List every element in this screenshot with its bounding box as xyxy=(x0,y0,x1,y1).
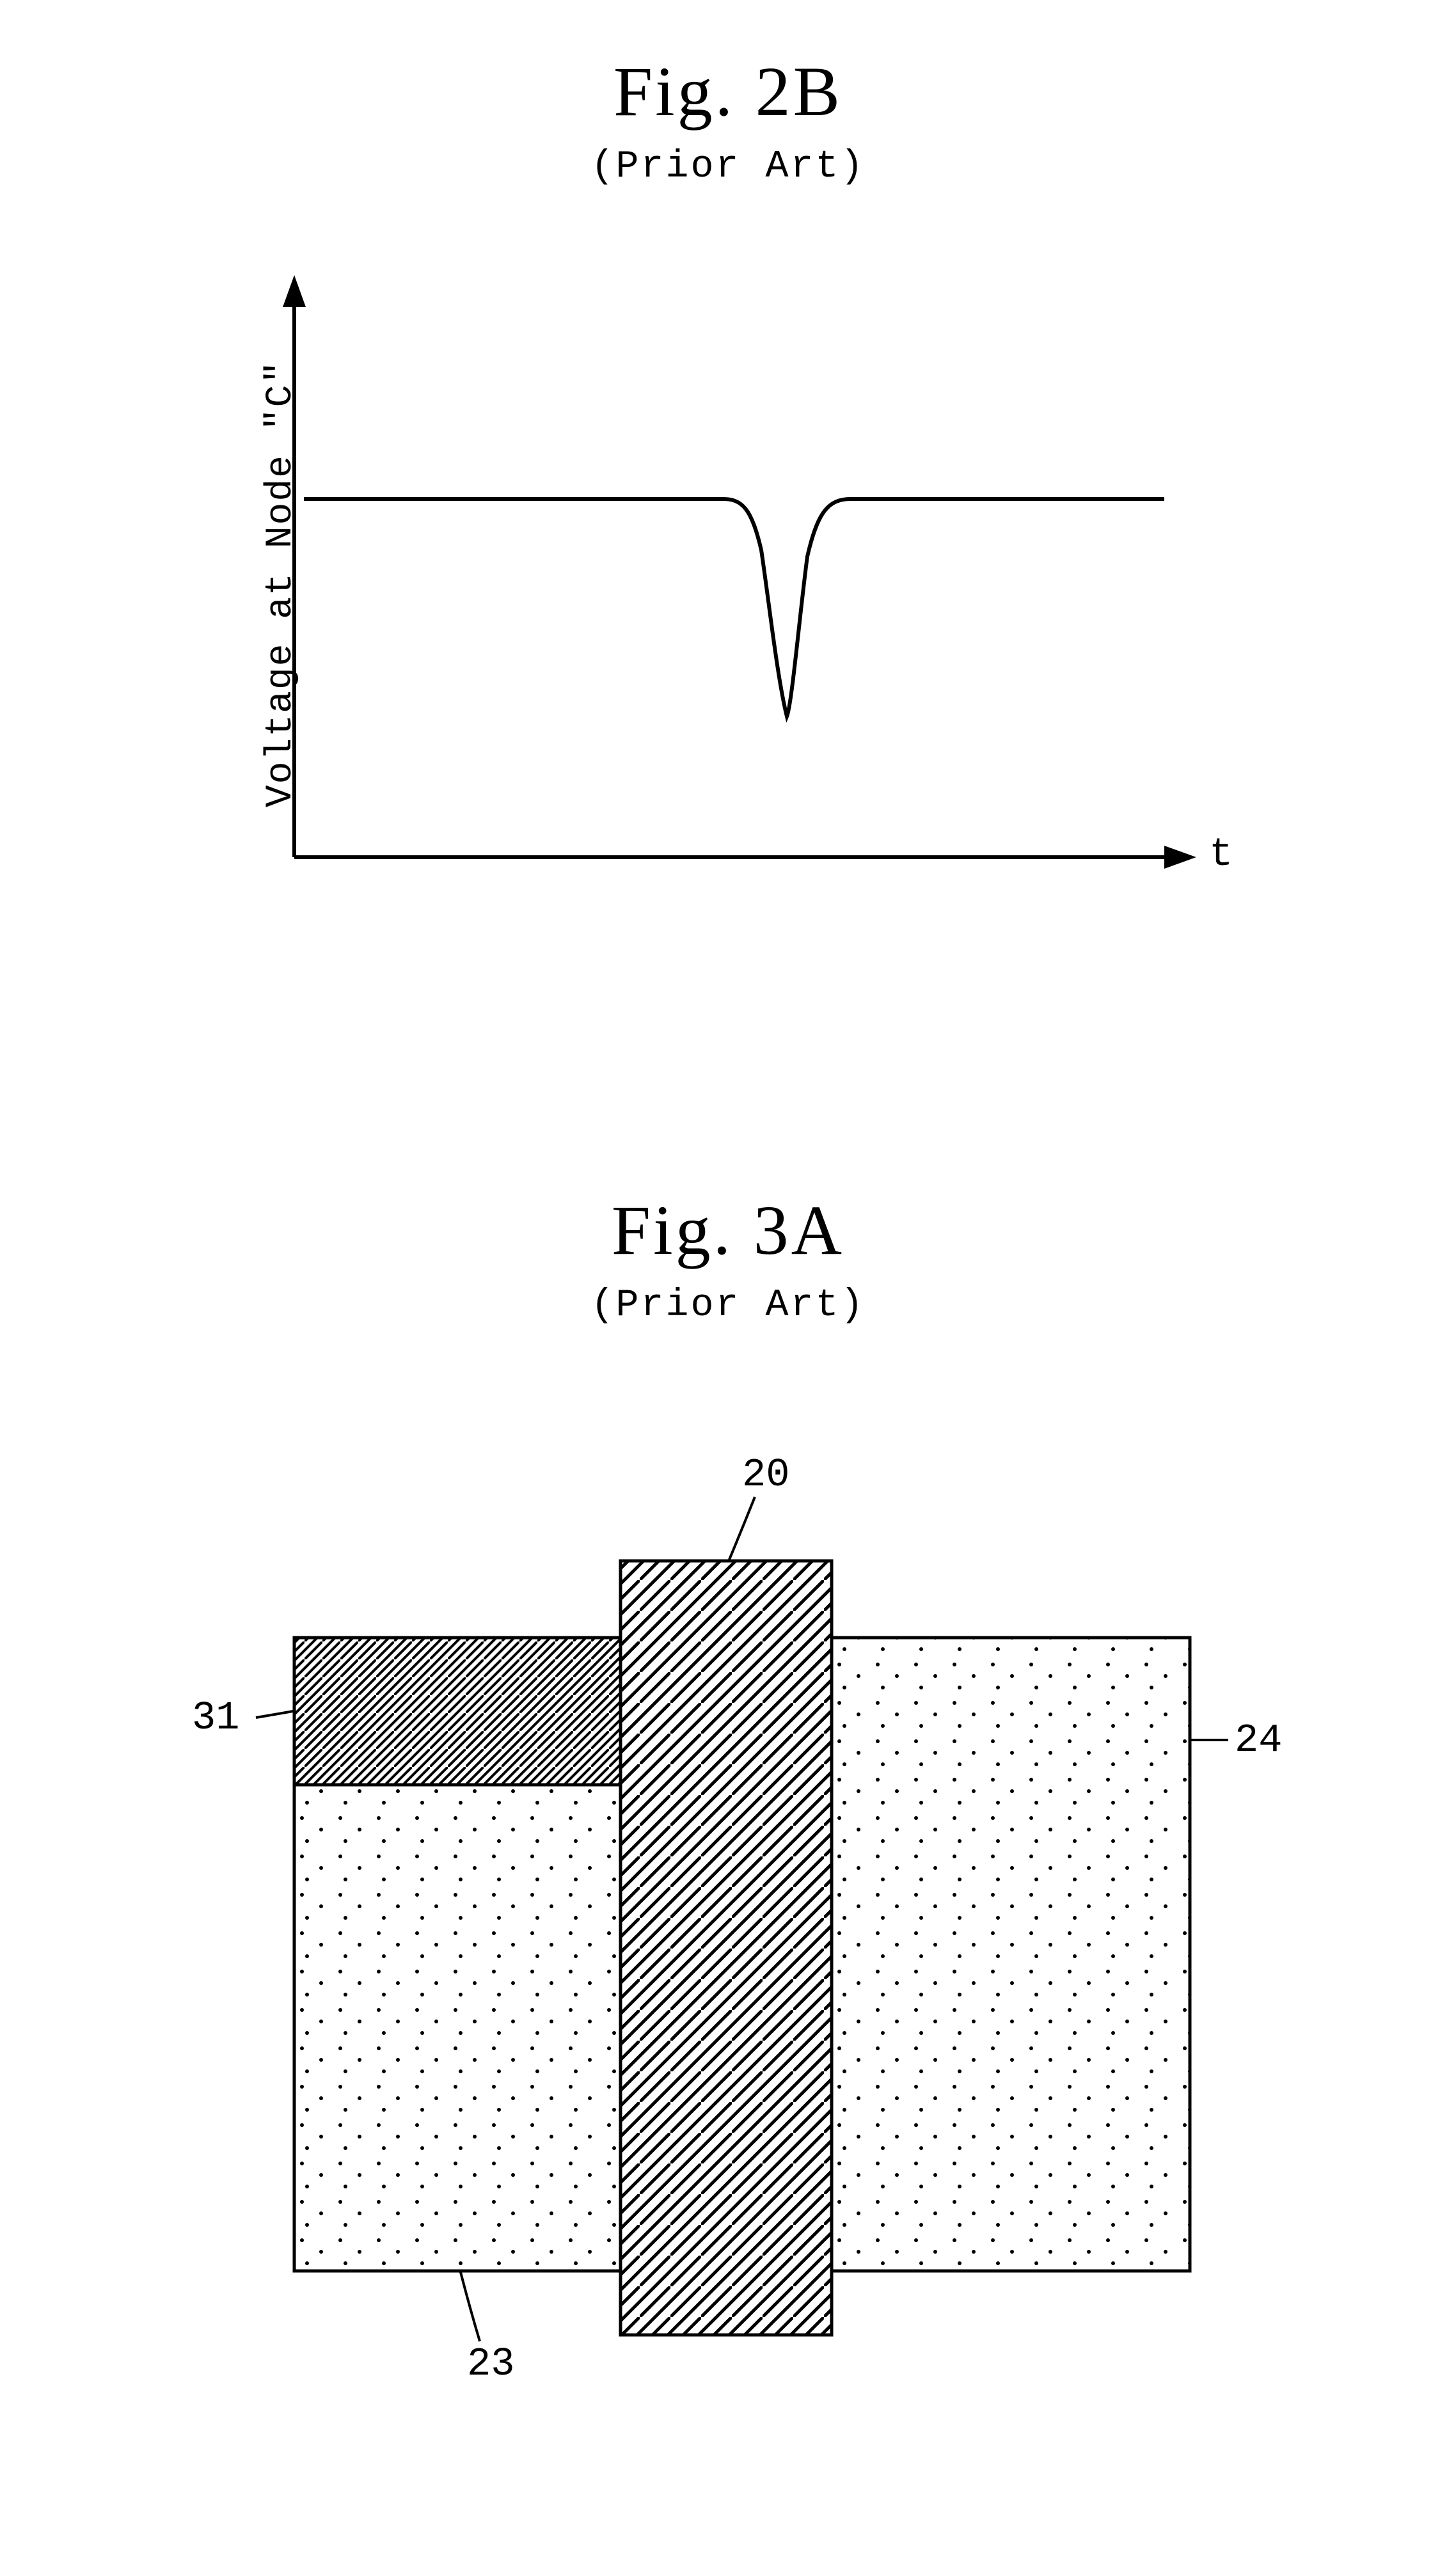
region-24 xyxy=(832,1638,1190,2271)
fig2b-title: Fig. 2B xyxy=(0,51,1456,132)
region-20 xyxy=(621,1561,832,2335)
fig2b-subtitle: (Prior Art) xyxy=(0,145,1456,189)
region-23 xyxy=(294,1785,621,2271)
fig3a-title: Fig. 3A xyxy=(0,1190,1456,1271)
fig3a-subtitle: (Prior Art) xyxy=(0,1284,1456,1327)
ref-label-20: 20 xyxy=(742,1452,789,1498)
ref-label-23: 23 xyxy=(467,2341,514,2387)
ref-label-31: 31 xyxy=(192,1695,239,1741)
fig2b-chart: Voltage at Node "C" t xyxy=(179,256,1267,896)
fig2b-x-axis-label: t xyxy=(1209,832,1233,877)
region-31 xyxy=(294,1638,621,1785)
fig3a-diagram: 20 31 24 23 xyxy=(179,1427,1267,2450)
ref-label-24: 24 xyxy=(1235,1718,1282,1763)
fig2b-y-axis-label: Voltage at Node "C" xyxy=(260,360,302,807)
